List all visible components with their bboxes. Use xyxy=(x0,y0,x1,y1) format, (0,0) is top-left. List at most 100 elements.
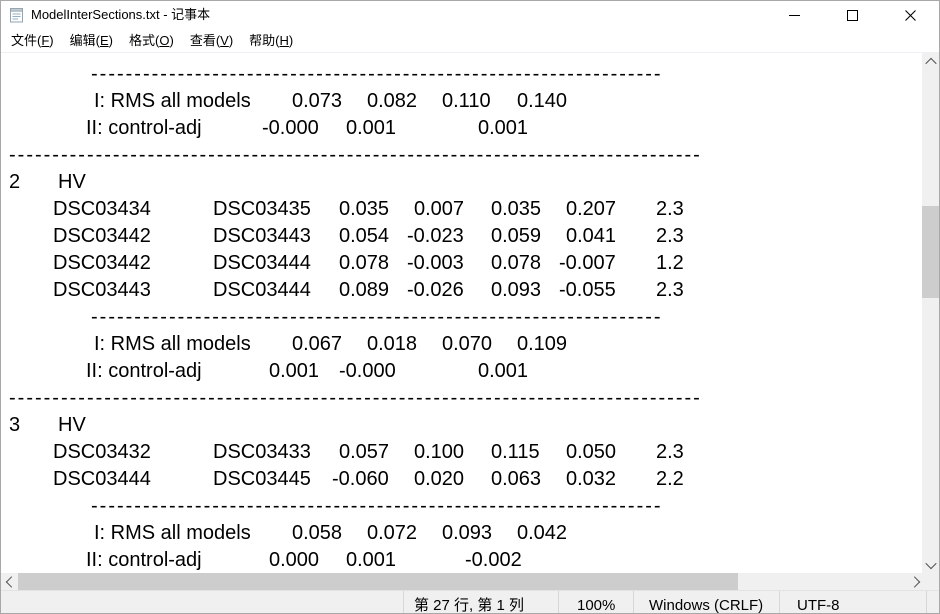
text-token: 0.207 xyxy=(566,198,617,220)
scroll-down-button[interactable] xyxy=(922,556,939,573)
text-line: ----------------------------------------… xyxy=(1,61,924,88)
dashed-rule: ----------------------------------------… xyxy=(9,144,701,166)
close-button[interactable] xyxy=(881,1,939,29)
text-token: -0.007 xyxy=(559,252,616,274)
dashed-rule: ----------------------------------------… xyxy=(91,495,663,517)
text-line: DSC03434 DSC03435 0.035 0.007 0.035 0.207 2.3 xyxy=(1,196,924,223)
text-token: 0.001 xyxy=(346,549,397,571)
text-token: 0.001 xyxy=(346,117,397,139)
status-separator xyxy=(779,591,780,613)
text-token: DSC03433 xyxy=(213,441,311,463)
text-token: 0.109 xyxy=(517,333,568,355)
horizontal-scrollbar-thumb[interactable] xyxy=(18,573,738,590)
chevron-right-icon xyxy=(908,575,920,588)
dashed-rule: ----------------------------------------… xyxy=(91,306,663,328)
text-token: 2.3 xyxy=(656,279,684,301)
text-token: I: RMS all models xyxy=(94,522,251,544)
text-token: 0.089 xyxy=(339,279,390,301)
text-token: DSC03444 xyxy=(213,279,311,301)
text-token: -0.000 xyxy=(262,117,319,139)
text-token: 0.059 xyxy=(491,225,542,247)
text-token: 0.058 xyxy=(292,522,343,544)
text-token: 2 xyxy=(9,171,21,193)
menu-item-f[interactable]: 文件(F) xyxy=(11,33,54,48)
encoding-status: UTF-8 xyxy=(797,597,840,614)
cursor-position-status: 第 27 行, 第 1 列 xyxy=(414,597,525,614)
menu-item-o[interactable]: 格式(O) xyxy=(129,33,174,48)
text-token: 0.041 xyxy=(566,225,617,247)
menu-item-v[interactable]: 查看(V) xyxy=(189,33,234,48)
text-line: II: control-adj -0.000 0.001 0.001 xyxy=(1,115,924,142)
text-token: 0.050 xyxy=(566,441,617,463)
text-token: 0.078 xyxy=(339,252,390,274)
text-token: 0.020 xyxy=(414,468,465,490)
maximize-icon xyxy=(846,9,858,21)
text-line: I: RMS all models 0.073 0.082 0.110 0.140 xyxy=(1,88,924,115)
text-token: 0.000 xyxy=(269,549,320,571)
text-line: II: control-adj 0.001 -0.000 0.001 xyxy=(1,358,924,385)
text-token: HV xyxy=(58,171,86,193)
text-line: ----------------------------------------… xyxy=(1,304,924,331)
text-token: HV xyxy=(58,414,86,436)
text-line: I: RMS all models 0.058 0.072 0.093 0.042 xyxy=(1,520,924,547)
chevron-left-icon xyxy=(5,575,17,588)
text-token: DSC03443 xyxy=(213,225,311,247)
vertical-scrollbar-thumb[interactable] xyxy=(922,206,939,298)
text-token: -0.000 xyxy=(339,360,396,382)
zoom-level-status: 100% xyxy=(577,597,616,614)
menu-item-e[interactable]: 编辑(E) xyxy=(69,33,113,48)
maximize-button[interactable] xyxy=(823,1,881,29)
text-token: DSC03434 xyxy=(53,198,151,220)
minimize-icon xyxy=(788,14,800,16)
text-token: 0.001 xyxy=(478,360,529,382)
text-token: 0.035 xyxy=(339,198,390,220)
text-token: 0.093 xyxy=(491,279,542,301)
scroll-up-button[interactable] xyxy=(922,53,939,70)
text-token: -0.055 xyxy=(559,279,616,301)
text-line: 2 HV xyxy=(1,169,924,196)
vertical-scrollbar[interactable] xyxy=(922,53,939,573)
text-token: I: RMS all models xyxy=(94,90,251,112)
menu-item-h[interactable]: 帮助(H) xyxy=(249,33,294,48)
close-icon xyxy=(904,9,916,21)
text-line: 3 HV xyxy=(1,412,924,439)
text-token: 0.078 xyxy=(491,252,542,274)
notepad-icon xyxy=(7,6,25,24)
text-token: 0.018 xyxy=(367,333,418,355)
minimize-button[interactable] xyxy=(765,1,823,29)
text-token: 1.2 xyxy=(656,252,684,274)
text-token: -0.026 xyxy=(407,279,464,301)
status-separator xyxy=(403,591,404,613)
text-line: DSC03442 DSC03443 0.054 -0.023 0.059 0.041 2.3 xyxy=(1,223,924,250)
text-token: DSC03435 xyxy=(213,198,311,220)
text-token: -0.002 xyxy=(465,549,522,571)
horizontal-scrollbar[interactable] xyxy=(1,573,924,590)
text-token: II: control-adj xyxy=(86,360,202,382)
text-token: -0.003 xyxy=(407,252,464,274)
text-token: 0.093 xyxy=(442,522,493,544)
text-line: I: RMS all models 0.067 0.018 0.070 0.109 xyxy=(1,331,924,358)
text-token: 0.035 xyxy=(491,198,542,220)
text-token: 0.054 xyxy=(339,225,390,247)
text-token: 0.073 xyxy=(292,90,343,112)
text-token: 2.3 xyxy=(656,441,684,463)
scroll-left-button[interactable] xyxy=(1,573,18,590)
text-token: 0.001 xyxy=(478,117,529,139)
text-token: 0.110 xyxy=(442,90,491,112)
text-token: DSC03442 xyxy=(53,225,151,247)
text-line: ----------------------------------------… xyxy=(1,493,924,520)
text-token: 2.2 xyxy=(656,468,684,490)
text-token: I: RMS all models xyxy=(94,333,251,355)
text-token: 0.082 xyxy=(367,90,418,112)
text-line: ----------------------------------------… xyxy=(1,385,924,412)
scrollbar-corner xyxy=(922,573,939,590)
text-line: DSC03432 DSC03433 0.057 0.100 0.115 0.050 2.3 xyxy=(1,439,924,466)
status-separator xyxy=(558,591,559,613)
window-title: ModelInterSections.txt - 记事本 xyxy=(31,7,211,22)
text-token: 0.007 xyxy=(414,198,465,220)
line-ending-status: Windows (CRLF) xyxy=(649,597,764,614)
text-area[interactable]: ----------------------------------------… xyxy=(1,53,924,573)
text-token: 0.063 xyxy=(491,468,542,490)
chevron-down-icon xyxy=(924,557,937,569)
